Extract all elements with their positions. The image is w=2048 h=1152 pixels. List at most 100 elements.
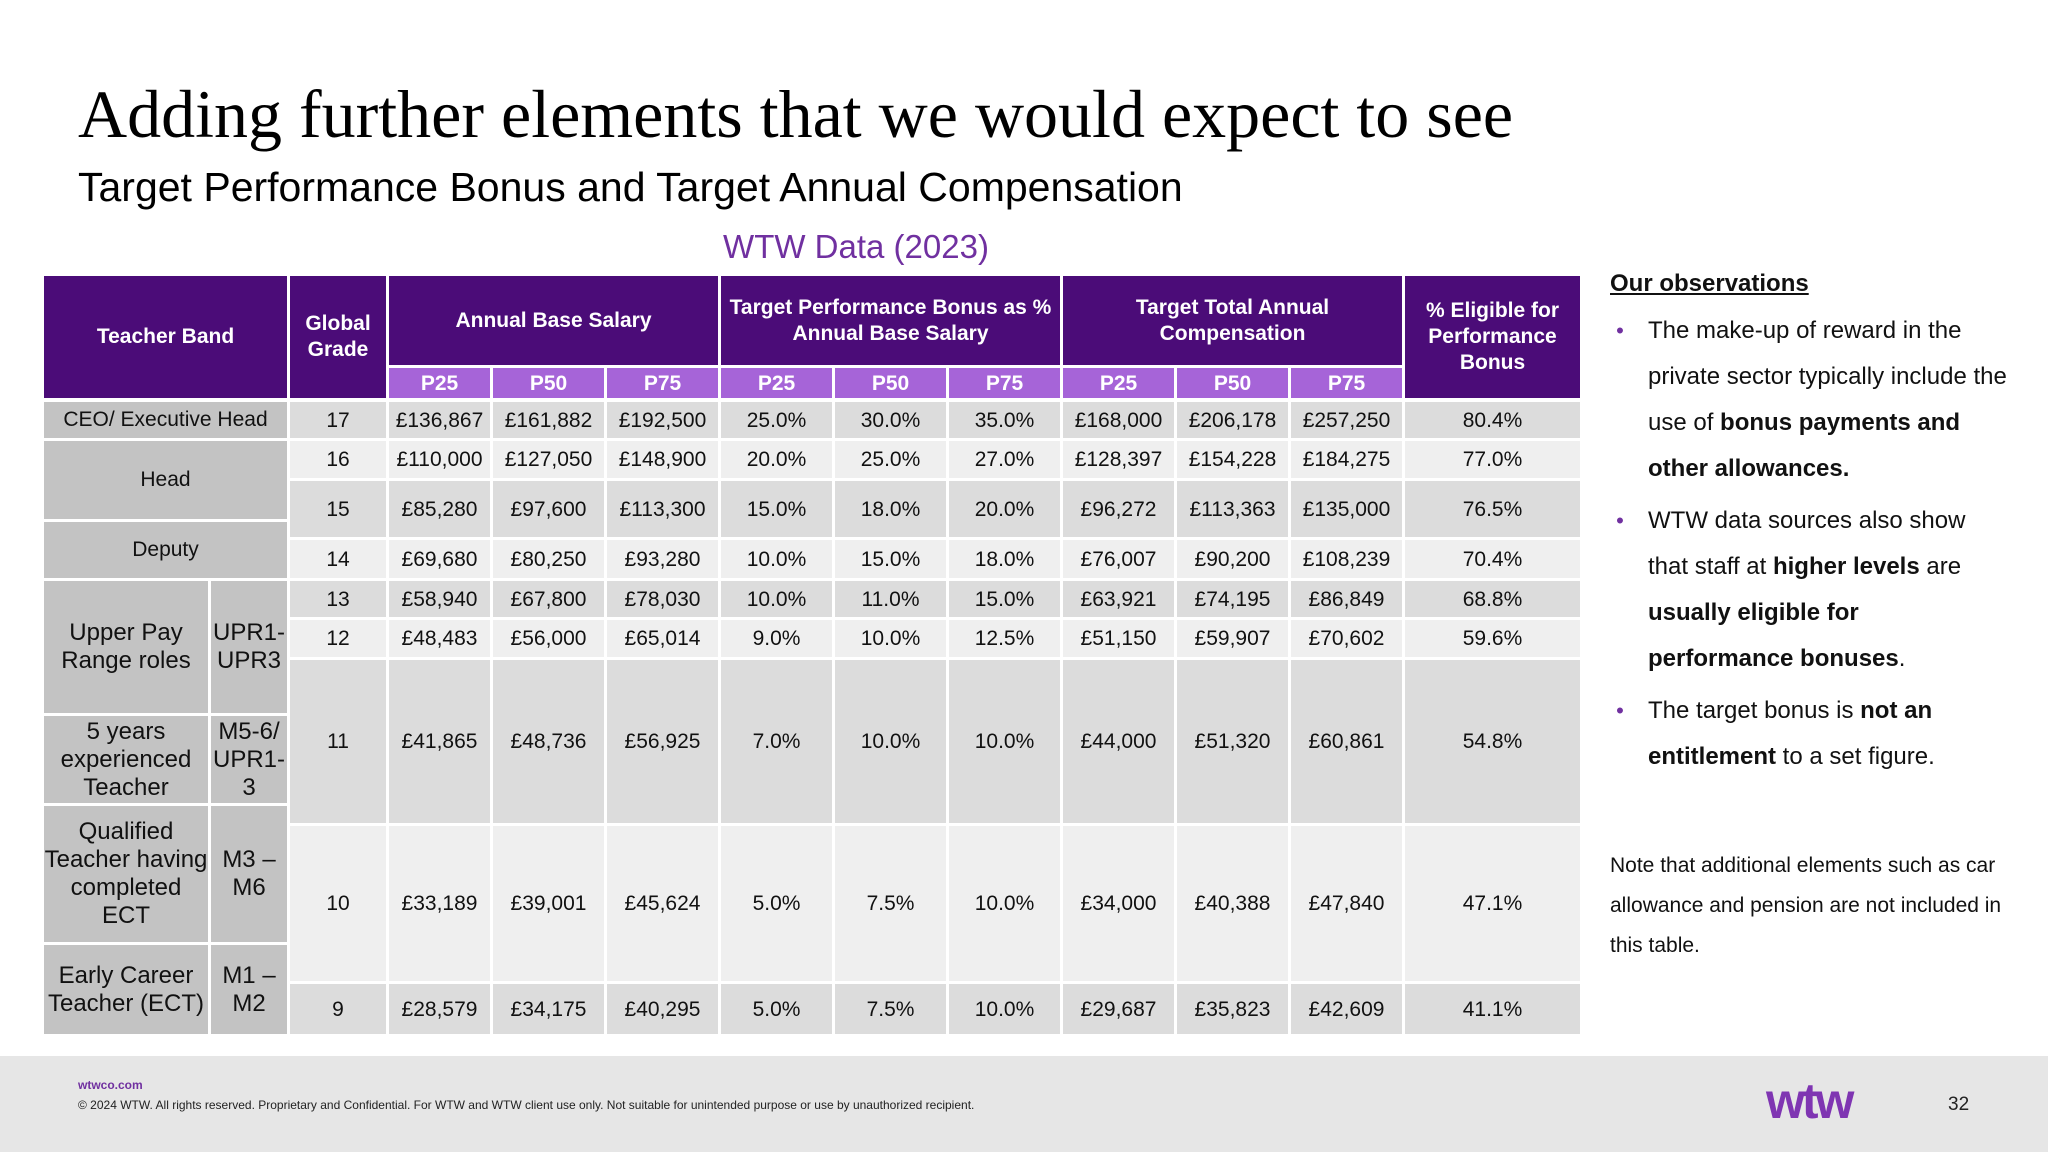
band-upper-pay-range: Upper Pay Range roles [44,581,208,713]
header-percentile: P50 [835,368,946,398]
observations-list: • The make-up of reward in the private se… [1610,308,2010,780]
band-head: Head [44,441,287,519]
value-cell: 25.0% [721,402,832,438]
value-cell: 10.0% [721,581,832,617]
header-percentile: P50 [1177,368,1288,398]
value-cell: 18.0% [835,481,946,537]
value-cell: 20.0% [721,441,832,478]
value-cell: 76.5% [1405,481,1580,537]
value-cell: £40,295 [607,984,718,1034]
value-cell: £56,000 [493,620,604,657]
observations-panel: Our observations • The make-up of reward … [1610,266,2010,786]
value-cell: £33,189 [389,826,490,981]
observation-text: The target bonus is [1648,697,1861,724]
band-qualified-teacher: Qualified Teacher having completed ECT [44,806,208,942]
value-cell: 15.0% [721,481,832,537]
bullet-icon: • [1616,508,1624,533]
value-cell: £154,228 [1177,441,1288,478]
value-cell: £97,600 [493,481,604,537]
grade-cell: 11 [290,660,386,823]
value-cell: £148,900 [607,441,718,478]
value-cell: 15.0% [835,540,946,578]
observation-text: WTW data sources also show that staff at [1648,507,1966,580]
value-cell: £206,178 [1177,402,1288,438]
value-cell: 7.5% [835,984,946,1034]
value-cell: £40,388 [1177,826,1288,981]
band-five-years-code: M5-6/ UPR1-3 [211,716,287,803]
band-early-career-code: M1 – M2 [211,945,287,1034]
value-cell: £28,579 [389,984,490,1034]
band-qualified-teacher-code: M3 – M6 [211,806,287,942]
observation-text: are [1919,553,1962,580]
value-cell: £65,014 [607,620,718,657]
grade-cell: 10 [290,826,386,981]
value-cell: £113,300 [607,481,718,537]
value-cell: £86,849 [1291,581,1402,617]
value-cell: £44,000 [1063,660,1174,823]
observations-heading: Our observations [1610,270,1809,297]
value-cell: £59,907 [1177,620,1288,657]
value-cell: 7.0% [721,660,832,823]
value-cell: £128,397 [1063,441,1174,478]
band-five-years: 5 years experienced Teacher [44,716,208,803]
value-cell: 25.0% [835,441,946,478]
value-cell: £108,239 [1291,540,1402,578]
value-cell: 70.4% [1405,540,1580,578]
value-cell: £85,280 [389,481,490,537]
header-percentile: P75 [949,368,1060,398]
band-upper-pay-range-code: UPR1- UPR3 [211,581,287,713]
grade-cell: 12 [290,620,386,657]
value-cell: 27.0% [949,441,1060,478]
value-cell: £76,007 [1063,540,1174,578]
value-cell: £51,320 [1177,660,1288,823]
value-cell: 11.0% [835,581,946,617]
value-cell: £184,275 [1291,441,1402,478]
value-cell: £161,882 [493,402,604,438]
wtw-logo: wtw [1766,1073,1854,1129]
slide-title: Adding further elements that we would ex… [78,76,1514,152]
header-target-bonus: Target Performance Bonus as % Annual Bas… [721,276,1060,365]
value-cell: £96,272 [1063,481,1174,537]
observation-text: The make-up of reward in the private sec… [1648,317,2007,436]
grade-cell: 14 [290,540,386,578]
header-percentile: P50 [493,368,604,398]
value-cell: £69,680 [389,540,490,578]
value-cell: 59.6% [1405,620,1580,657]
header-global-grade: Global Grade [290,276,386,398]
header-eligible-bonus: % Eligible for Performance Bonus [1405,276,1580,398]
header-percentile: P25 [721,368,832,398]
header-annual-base-salary: Annual Base Salary [389,276,718,365]
value-cell: £78,030 [607,581,718,617]
value-cell: £135,000 [1291,481,1402,537]
value-cell: £257,250 [1291,402,1402,438]
page-number: 32 [1948,1094,1970,1115]
value-cell: 10.0% [949,660,1060,823]
value-cell: 35.0% [949,402,1060,438]
value-cell: £70,602 [1291,620,1402,657]
value-cell: 10.0% [721,540,832,578]
value-cell: £113,363 [1177,481,1288,537]
value-cell: £93,280 [607,540,718,578]
footer: wtwco.com © 2024 WTW. All rights reserve… [0,1056,2048,1152]
value-cell: 20.0% [949,481,1060,537]
value-cell: 7.5% [835,826,946,981]
value-cell: £39,001 [493,826,604,981]
grade-cell: 15 [290,481,386,537]
value-cell: £110,000 [389,441,490,478]
value-cell: £192,500 [607,402,718,438]
value-cell: 77.0% [1405,441,1580,478]
value-cell: £34,175 [493,984,604,1034]
value-cell: £168,000 [1063,402,1174,438]
value-cell: £41,865 [389,660,490,823]
observation-item: • The make-up of reward in the private se… [1610,308,2010,492]
footer-copyright: © 2024 WTW. All rights reserved. Proprie… [78,1098,975,1112]
data-source-label: WTW Data (2023) [723,228,989,265]
value-cell: £45,624 [607,826,718,981]
value-cell: £56,925 [607,660,718,823]
grade-cell: 16 [290,441,386,478]
value-cell: 18.0% [949,540,1060,578]
header-teacher-band: Teacher Band [44,276,287,398]
band-ceo: CEO/ Executive Head [44,402,287,438]
value-cell: £58,940 [389,581,490,617]
